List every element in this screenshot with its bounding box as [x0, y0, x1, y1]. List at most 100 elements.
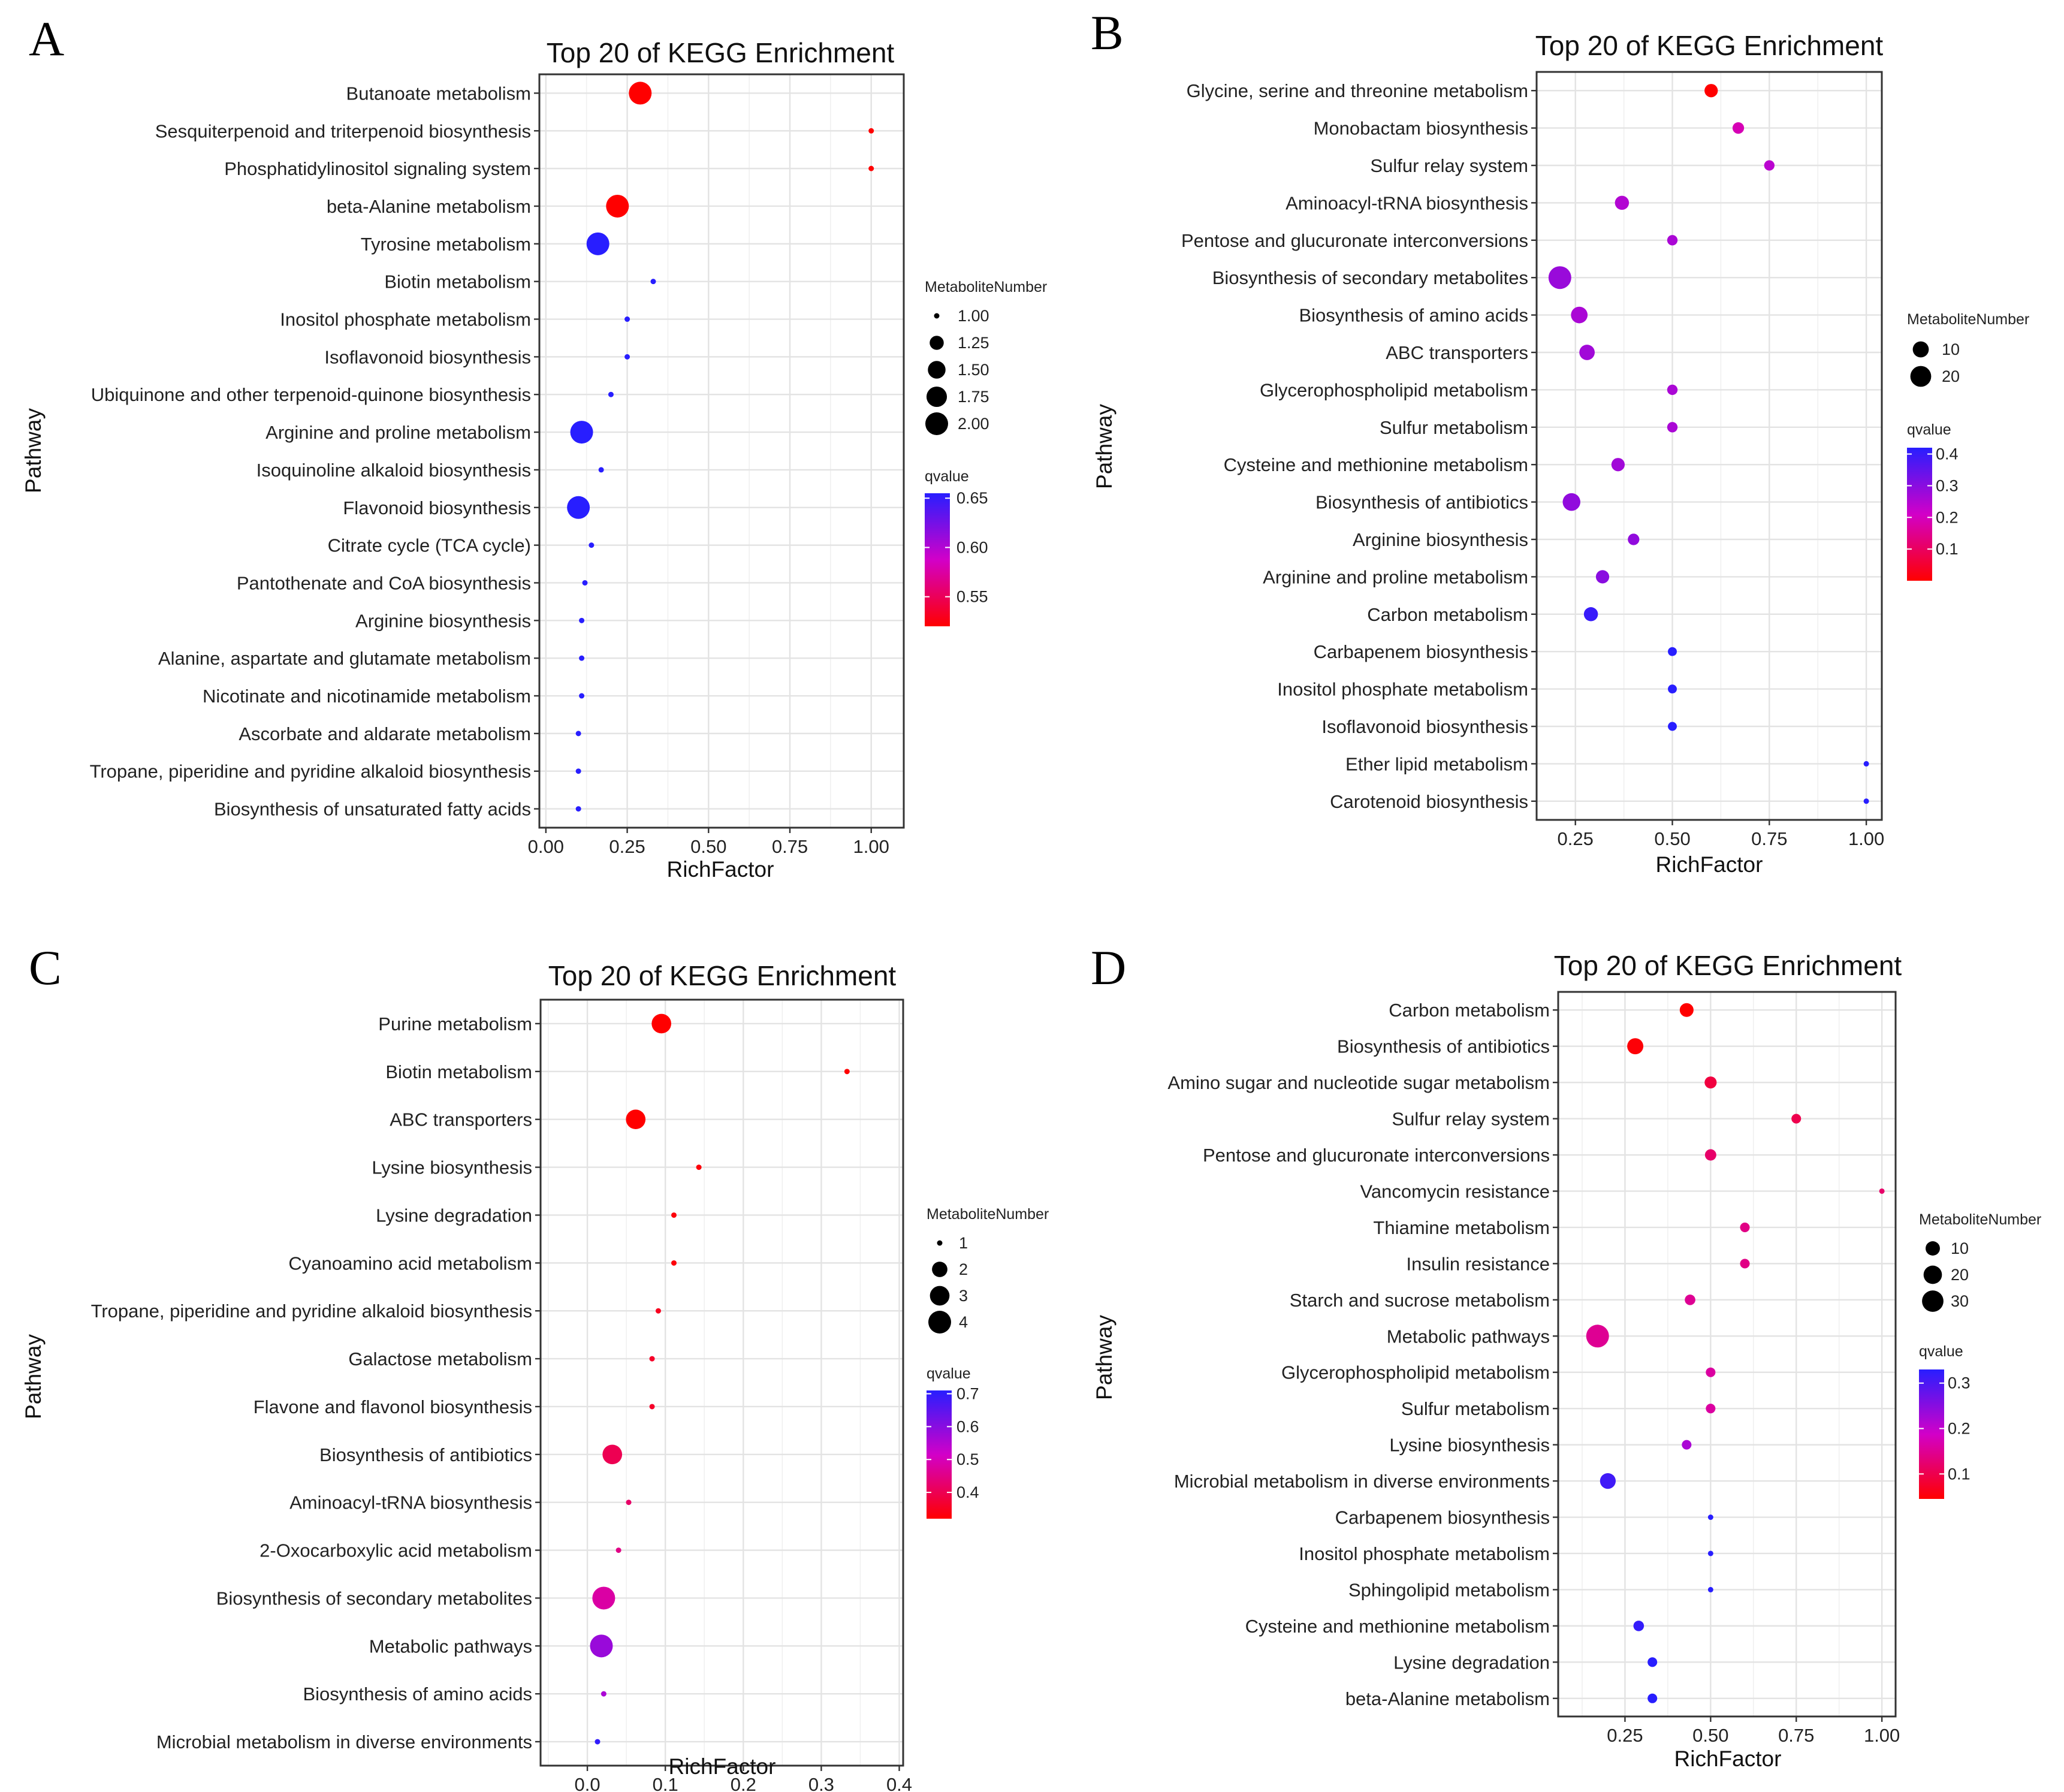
x-tick-label: 0.4: [886, 1774, 912, 1792]
data-point: [579, 617, 585, 623]
color-legend: qvalue 0.7 0.6 0.5 0.4: [927, 1365, 979, 1519]
x-tick-label: 0.25: [609, 836, 645, 857]
y-tick-label: Amino sugar and nucleotide sugar metabol…: [1167, 1072, 1550, 1093]
panel-letter: B: [1091, 5, 1124, 60]
x-tick-label: 0.50: [690, 836, 726, 857]
data-points: [1586, 1003, 1885, 1703]
y-tick-label: Arginine biosynthesis: [1353, 529, 1528, 550]
data-point: [1571, 306, 1588, 324]
size-legend-dot: [1912, 341, 1929, 358]
x-tick-label: 0.2: [731, 1774, 756, 1792]
data-point: [696, 1165, 702, 1170]
data-point: [1707, 1515, 1713, 1521]
y-tick-label: Inositol phosphate metabolism: [1299, 1543, 1550, 1564]
size-legend-label: 30: [1951, 1292, 1969, 1310]
x-tick-label: 0.75: [1778, 1725, 1814, 1746]
plot-border: [1557, 991, 1897, 1718]
y-axis-title: Pathway: [21, 1334, 46, 1419]
size-legend-title: MetaboliteNumber: [1919, 1211, 2041, 1228]
color-legend-title: qvalue: [927, 1365, 971, 1382]
x-tick-label: 0.50: [1692, 1725, 1728, 1746]
size-legend-label: 2: [959, 1260, 968, 1278]
x-axis-title: RichFactor: [667, 857, 774, 882]
color-legend-label: 0.7: [956, 1384, 979, 1402]
color-legend-label: 0.5: [956, 1450, 979, 1468]
y-tick-label: Pentose and glucuronate interconversions: [1181, 230, 1528, 251]
data-point: [624, 354, 630, 360]
data-point: [575, 806, 581, 812]
y-tick-label: Sesquiterpenoid and triterpenoid biosynt…: [155, 120, 531, 141]
y-tick-label: Biosynthesis of antibiotics: [1337, 1036, 1550, 1057]
data-point: [1627, 1038, 1644, 1055]
chart-title: Top 20 of KEGG Enrichment: [547, 37, 895, 68]
data-point: [1679, 1003, 1694, 1017]
y-tick-label: Glycerophospholipid metabolism: [1260, 379, 1528, 400]
y-tick-label: Carbapenem biosynthesis: [1335, 1507, 1550, 1528]
y-tick-label: Flavone and flavonol biosynthesis: [254, 1396, 532, 1417]
y-tick-label: beta-Alanine metabolism: [327, 196, 531, 217]
data-points: [1548, 84, 1869, 804]
color-legend: qvalue 0.3 0.2 0.1: [1919, 1343, 1971, 1499]
y-axis-title: Pathway: [1092, 1315, 1117, 1400]
color-legend-label: 0.4: [956, 1483, 979, 1501]
chart-title: Top 20 of KEGG Enrichment: [1554, 950, 1902, 981]
data-point: [651, 1013, 672, 1034]
y-tick-label: ABC transporters: [390, 1109, 532, 1130]
x-tick-label: 0.00: [528, 836, 564, 857]
panel-letter: C: [29, 940, 62, 995]
size-legend-label: 1.75: [958, 388, 989, 406]
color-legend-label: 0.65: [956, 489, 988, 507]
y-tick-label: Microbial metabolism in diverse environm…: [1174, 1471, 1550, 1492]
y-tick-label: Cysteine and methionine metabolism: [1224, 454, 1528, 475]
data-point: [1704, 84, 1718, 98]
panel-letter: A: [29, 11, 64, 66]
data-point: [1586, 1325, 1609, 1348]
size-legend-dot: [928, 1311, 951, 1334]
y-tick-label: Isoflavonoid biosynthesis: [324, 346, 531, 367]
data-point: [1764, 160, 1775, 171]
y-tick-label: Biotin metabolism: [385, 1061, 532, 1082]
data-point: [1668, 647, 1677, 656]
y-tick-label: Sulfur metabolism: [1380, 417, 1528, 438]
data-point: [582, 580, 588, 586]
y-tick-label: Thiamine metabolism: [1373, 1217, 1550, 1238]
y-tick-label: Isoflavonoid biosynthesis: [1321, 716, 1528, 737]
y-tick-label: ABC transporters: [1386, 342, 1528, 363]
data-point: [606, 194, 629, 218]
y-tick-label: Aminoacyl-tRNA biosynthesis: [289, 1492, 532, 1513]
x-tick-label: 1.00: [853, 836, 889, 857]
data-point: [1732, 122, 1745, 134]
y-tick-label: Cysteine and methionine metabolism: [1245, 1616, 1550, 1637]
size-legend-dot: [930, 336, 944, 350]
x-tick-label: 0.25: [1558, 828, 1594, 849]
color-legend-bar: [1907, 448, 1932, 581]
y-tick-label: Phosphatidylinositol signaling system: [224, 158, 531, 179]
color-legend-label: 0.60: [956, 538, 988, 556]
y-tick-label: Biosynthesis of secondary metabolites: [1212, 267, 1528, 288]
y-tick-label: Biotin metabolism: [384, 271, 531, 292]
data-point: [570, 421, 593, 444]
data-point: [1615, 195, 1630, 210]
data-point: [1633, 1621, 1644, 1631]
y-tick-label: Biosynthesis of secondary metabolites: [216, 1588, 532, 1609]
y-tick-label: Inositol phosphate metabolism: [280, 309, 531, 330]
size-legend-dot: [928, 361, 946, 379]
color-legend-label: 0.2: [1948, 1420, 1971, 1438]
y-axis-title: Pathway: [21, 408, 46, 493]
plot-area: [539, 74, 904, 828]
color-legend: qvalue 0.65 0.60 0.55: [925, 468, 988, 626]
color-legend-label: 0.1: [1936, 540, 1959, 558]
size-legend-label: 2.00: [958, 415, 989, 433]
size-legend-title: MetaboliteNumber: [1907, 311, 2029, 328]
y-tick-label: Metabolic pathways: [369, 1636, 532, 1657]
y-tick-label: Alanine, aspartate and glutamate metabol…: [158, 648, 531, 669]
y-tick-label: Galactose metabolism: [348, 1348, 532, 1369]
x-tick-label: 1.00: [1848, 828, 1884, 849]
y-tick-label: beta-Alanine metabolism: [1345, 1688, 1550, 1709]
size-legend-label: 10: [1942, 340, 1960, 358]
data-point: [1611, 458, 1625, 472]
data-point: [567, 496, 590, 519]
x-tick-label: 0.25: [1607, 1725, 1643, 1746]
